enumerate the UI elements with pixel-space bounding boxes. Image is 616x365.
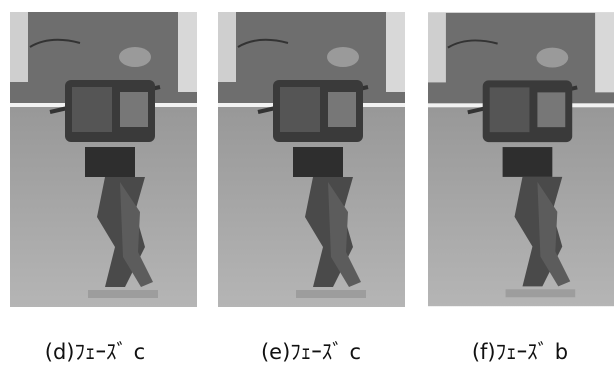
- photos: [0, 0, 616, 330]
- caption: (f)ﾌｪｰｽﾞ b: [420, 336, 616, 365]
- caption: (d)ﾌｪｰｽﾞ c: [0, 336, 195, 365]
- photo: [218, 12, 405, 307]
- figure: (d)ﾌｪｰｽﾞ c (e)ﾌｪｰｽﾞ c (f)ﾌｪｰｽﾞ b: [0, 0, 616, 365]
- caption: (e)ﾌｪｰｽﾞ c: [211, 336, 411, 365]
- photo: [428, 13, 614, 306]
- photo: [10, 12, 197, 307]
